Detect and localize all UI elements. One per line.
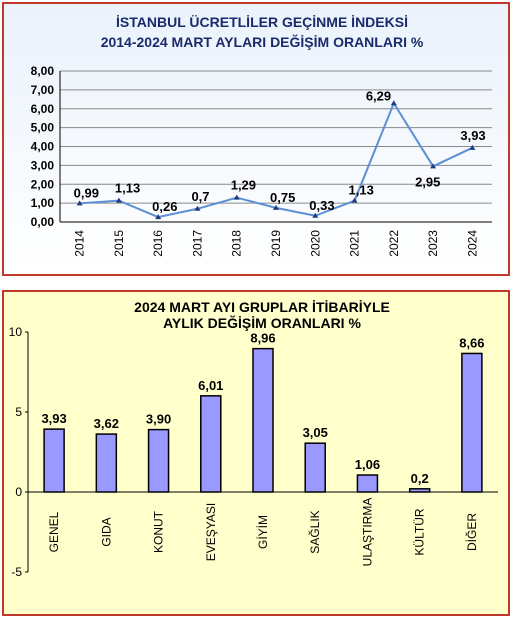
y-tick-label: 8,00 — [31, 64, 55, 78]
x-tick-label: SAĞLIK — [307, 510, 322, 553]
data-label: 0,2 — [411, 471, 429, 486]
data-point — [273, 204, 279, 210]
data-label: 3,62 — [94, 416, 119, 431]
data-label: 0,75 — [270, 190, 295, 205]
y-tick-label: 0 — [15, 485, 22, 499]
line-chart-title-line-1: İSTANBUL ÜCRETLİLER GEÇİNME İNDEKSİ — [116, 14, 408, 30]
bar-chart-title-line-2: AYLIK DEĞİŞİM ORANLARI % — [163, 314, 361, 331]
x-tick-label: 2018 — [230, 230, 244, 257]
x-tick-label: EVEŞYASI — [204, 503, 218, 561]
data-point — [390, 100, 397, 106]
x-tick-label: 2017 — [190, 230, 204, 257]
data-point — [155, 214, 162, 220]
data-label: 0,26 — [152, 199, 177, 214]
x-tick-label: ULAŞTIRMA — [360, 498, 374, 567]
data-label: 8,66 — [459, 335, 484, 350]
x-tick-label: 2023 — [426, 230, 440, 257]
data-label: 3,93 — [460, 128, 485, 143]
bar — [356, 474, 379, 493]
x-tick-label: 2024 — [465, 230, 479, 257]
y-tick-label: 2,00 — [31, 177, 55, 191]
x-tick-label: DİĞER — [464, 513, 479, 551]
bar-chart-title-line-1: 2024 MART AYI GRUPLAR İTİBARİYLE — [134, 299, 390, 315]
data-label: 6,01 — [198, 378, 223, 393]
data-label: 1,13 — [349, 183, 374, 198]
x-tick-label: 2022 — [387, 230, 401, 257]
y-tick-label: 6,00 — [31, 102, 55, 116]
data-label: 8,96 — [250, 331, 275, 346]
x-tick-label: GIDA — [99, 517, 113, 546]
data-point — [351, 197, 358, 203]
data-point — [430, 163, 437, 169]
data-point — [115, 197, 122, 203]
data-label: 3,93 — [41, 411, 66, 426]
x-tick-label: KONUT — [152, 510, 166, 553]
data-label: 3,90 — [146, 412, 171, 427]
y-tick-label: 4,00 — [31, 140, 55, 154]
data-label: 0,99 — [74, 185, 99, 200]
bar — [200, 395, 222, 493]
y-tick-label: 1,00 — [31, 196, 55, 210]
bar — [408, 488, 431, 493]
data-label: 6,29 — [366, 88, 391, 103]
data-label: 0,7 — [191, 189, 209, 204]
line-chart-panel — [2, 2, 510, 276]
data-label: 2,95 — [415, 174, 440, 189]
x-tick-label: 2015 — [112, 230, 126, 257]
y-tick-label: -5 — [11, 565, 22, 579]
data-point — [194, 205, 201, 211]
x-tick-label: 2020 — [308, 230, 322, 257]
x-tick-label: 2014 — [73, 230, 87, 257]
y-tick-label: 0,00 — [31, 215, 55, 229]
x-tick-label: 2019 — [269, 230, 283, 257]
data-point — [233, 194, 240, 200]
data-point — [469, 144, 476, 150]
x-tick-label: 2016 — [151, 230, 165, 257]
data-label: 0,33 — [309, 198, 334, 213]
data-label: 1,13 — [115, 181, 140, 196]
line-chart-title-line-2: 2014-2024 MART AYLARI DEĞİŞİM ORANLARI % — [101, 33, 424, 50]
x-tick-label: KÜLTÜR — [413, 508, 427, 555]
data-point — [312, 212, 319, 218]
x-tick-label: GİYİM — [256, 515, 270, 549]
bar — [43, 428, 65, 493]
x-tick-label: 2021 — [348, 230, 362, 257]
line-chart: İSTANBUL ÜCRETLİLER GEÇİNME İNDEKSİ 2014… — [31, 14, 492, 257]
y-tick-label: 5 — [15, 405, 22, 419]
y-tick-label: 3,00 — [31, 158, 55, 172]
bar — [95, 433, 118, 493]
bar — [252, 347, 274, 493]
data-label: 3,05 — [303, 425, 328, 440]
bar — [461, 352, 483, 493]
y-tick-label: 10 — [9, 325, 23, 339]
bar — [147, 428, 170, 493]
data-label: 1,06 — [355, 457, 380, 472]
data-point — [76, 200, 83, 206]
x-tick-label: GENEL — [47, 511, 61, 552]
y-tick-label: 7,00 — [31, 83, 55, 97]
data-label: 1,29 — [231, 178, 256, 193]
y-tick-label: 5,00 — [31, 121, 55, 135]
bar — [304, 442, 326, 493]
